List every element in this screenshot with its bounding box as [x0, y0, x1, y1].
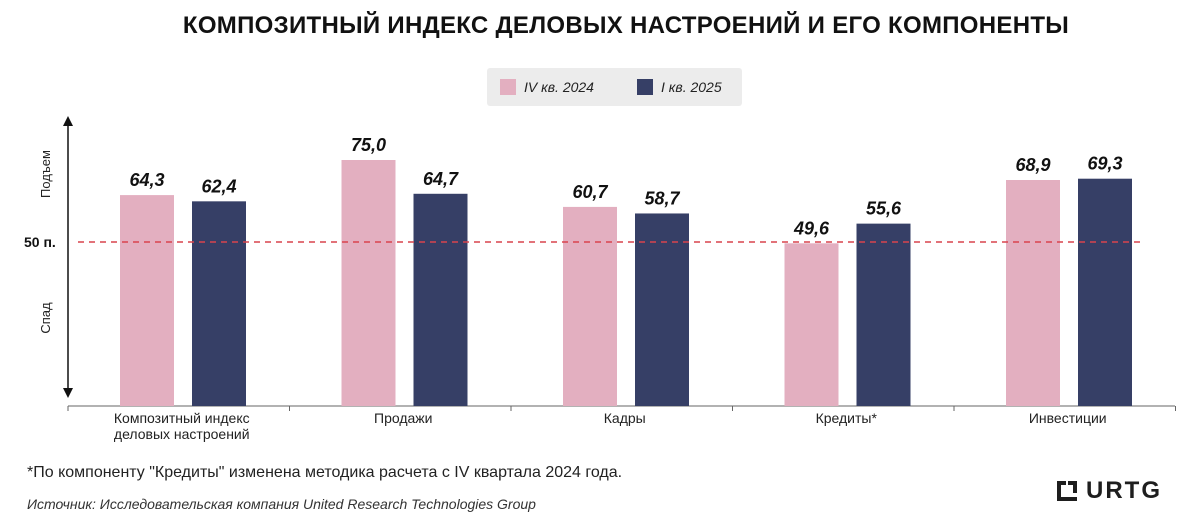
logo-text: URTG	[1086, 477, 1162, 504]
legend-item-series-2: I кв. 2025	[637, 78, 722, 96]
bar-series-1	[563, 206, 617, 406]
bar-value-label: 68,9	[1015, 155, 1050, 175]
source-note: Источник: Исследовательская компания Uni…	[27, 496, 536, 512]
arrow-up-icon	[63, 116, 73, 126]
bar-series-2	[635, 213, 689, 406]
bar-value-label: 58,7	[644, 188, 680, 208]
x-category-label: деловых настроений	[114, 426, 250, 442]
bar-series-2	[1078, 178, 1132, 406]
legend-label-series-2: I кв. 2025	[661, 79, 722, 95]
legend-swatch-series-2	[637, 79, 653, 95]
legend-label-series-1: IV кв. 2024	[524, 79, 594, 95]
bar-series-1	[1006, 180, 1060, 406]
chart-title: КОМПОЗИТНЫЙ ИНДЕКС ДЕЛОВЫХ НАСТРОЕНИЙ И …	[182, 12, 1070, 39]
bar-series-2	[856, 223, 911, 406]
threshold-label: 50 п.	[24, 234, 56, 250]
bar-value-label: 69,3	[1087, 154, 1122, 174]
x-category-label: Продажи	[374, 410, 432, 426]
bar-series-1	[341, 160, 396, 406]
y-axis-down-label: Спад	[38, 302, 53, 334]
bar-value-label: 64,7	[423, 169, 459, 189]
x-category-label: Кадры	[604, 410, 646, 426]
urtg-bracket-icon	[1057, 481, 1077, 501]
bar-value-label: 49,6	[793, 218, 830, 238]
legend-item-series-1: IV кв. 2024	[500, 78, 594, 96]
x-category-label: Композитный индекс	[114, 410, 250, 426]
x-category-label: Инвестиции	[1029, 410, 1107, 426]
footnote: *По компоненту "Кредиты" изменена методи…	[27, 464, 623, 481]
bar-value-label: 55,6	[866, 199, 902, 219]
bar-series-2	[192, 201, 246, 406]
bar-value-label: 64,3	[129, 170, 164, 190]
bar-series-2	[413, 193, 468, 406]
bar-value-label: 60,7	[572, 182, 608, 202]
bar-value-label: 75,0	[351, 135, 386, 155]
bar-series-1	[784, 243, 839, 406]
x-category-label: Кредиты*	[816, 410, 878, 426]
arrow-down-icon	[63, 388, 73, 398]
bar-chart: Подъем Спад 64,3 62,4 Композитный индексдело…	[24, 116, 1176, 442]
bar-value-label: 62,4	[201, 176, 236, 196]
legend-swatch-series-1	[500, 79, 516, 95]
bar-series-1	[120, 195, 174, 406]
legend: IV кв. 2024 I кв. 2025	[487, 68, 742, 106]
logo: URTG	[1054, 477, 1162, 505]
y-axis-up-label: Подъем	[38, 150, 53, 198]
